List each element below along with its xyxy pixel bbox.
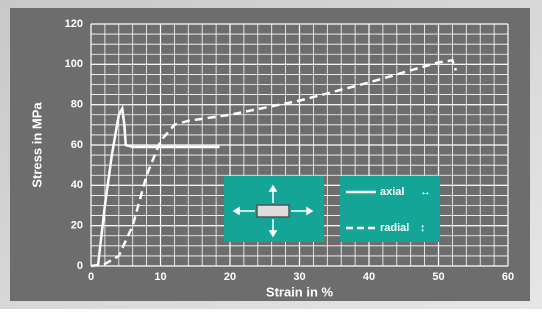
y-tick-label: 0	[77, 260, 83, 272]
x-tick-label: 10	[154, 271, 166, 283]
legend-label: axial	[380, 186, 404, 198]
y-axis-label: Stress in MPa	[29, 102, 44, 188]
y-tick-label: 120	[65, 18, 83, 30]
legend-label: radial	[380, 222, 409, 234]
chart: 0 10 20 30 40 50 60 0 20 40 60 80 100 120 Strain in % S…	[0, 0, 542, 309]
x-tick-label: 40	[363, 271, 375, 283]
legend-symbol: ↔	[420, 186, 431, 198]
x-tick-label: 20	[224, 271, 236, 283]
x-tick-label: 30	[293, 271, 305, 283]
legend-symbol: ↕	[420, 222, 426, 234]
x-tick-label: 60	[502, 271, 514, 283]
y-tick-label: 100	[65, 58, 83, 70]
y-tick-label: 60	[71, 139, 83, 151]
x-axis-label: Strain in %	[266, 284, 334, 299]
x-tick-label: 50	[432, 271, 444, 283]
y-tick-label: 20	[71, 220, 83, 232]
y-tick-label: 80	[71, 99, 83, 111]
x-tick-label: 0	[88, 271, 94, 283]
y-tick-label: 40	[71, 179, 83, 191]
